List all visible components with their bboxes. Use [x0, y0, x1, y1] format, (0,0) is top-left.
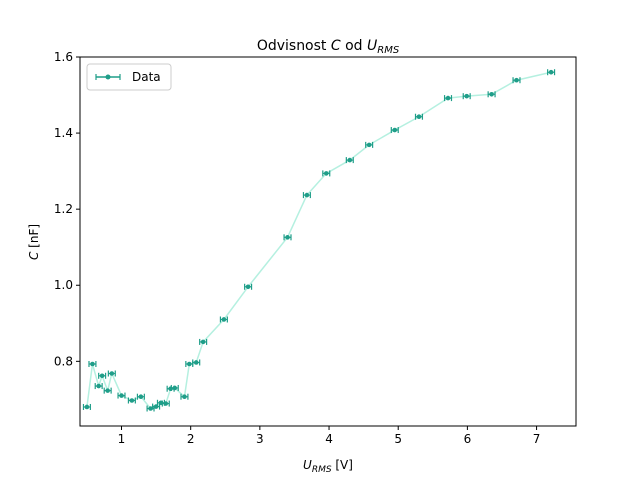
x-tick-label: 4: [325, 432, 333, 446]
point-marker: [245, 284, 251, 290]
data-point: [127, 397, 136, 404]
y-tick-label: 1.6: [54, 50, 73, 64]
point-marker: [489, 91, 494, 97]
point-marker: [84, 404, 90, 410]
point-marker: [168, 386, 173, 392]
point-marker: [304, 192, 310, 198]
data-point: [161, 400, 170, 407]
y-tick-label: 1.2: [54, 202, 73, 216]
legend: Data: [86, 63, 172, 91]
legend-label-data: Data: [132, 70, 161, 84]
point-marker: [109, 371, 115, 376]
data-point: [199, 338, 208, 345]
data-point: [94, 383, 103, 390]
point-marker: [182, 394, 187, 400]
x-tick-label: 2: [187, 432, 195, 446]
x-tick-label: 5: [394, 432, 402, 446]
point-marker: [416, 114, 422, 120]
x-axis-label: URMS [V]: [303, 458, 353, 475]
point-marker: [392, 127, 398, 133]
y-tick-label: 1.0: [54, 278, 73, 292]
y-tick-label: 1.4: [54, 126, 73, 140]
data-point: [547, 69, 556, 76]
y-tick-label: 0.8: [54, 354, 73, 368]
data-point: [88, 360, 97, 367]
point-marker: [285, 235, 290, 240]
point-marker: [105, 388, 110, 393]
point-marker: [172, 385, 178, 391]
chart-title: Odvisnost C od URMS: [257, 38, 400, 56]
data-point: [136, 393, 145, 400]
data-point: [487, 91, 496, 98]
point-marker: [96, 383, 101, 389]
data-point: [462, 93, 471, 100]
data-point: [390, 127, 399, 134]
data-point: [98, 372, 107, 379]
data-point: [244, 283, 253, 290]
point-marker: [138, 394, 144, 400]
x-tick-label: 6: [464, 432, 472, 446]
point-marker: [163, 401, 169, 406]
series-data: [82, 69, 556, 412]
point-marker: [445, 95, 451, 101]
data-point: [107, 370, 116, 377]
legend-marker: [95, 74, 121, 80]
x-tick-label: 1: [118, 432, 126, 446]
x-tick-label: 7: [533, 432, 541, 446]
point-marker: [366, 142, 372, 148]
data-point: [512, 77, 521, 84]
x-axis-ticks: 1 2 3 4 5 6 7: [118, 426, 541, 446]
data-point: [103, 387, 112, 394]
data-point: [345, 157, 354, 164]
point-marker: [193, 360, 199, 365]
point-marker: [119, 393, 124, 398]
y-axis-ticks: 0.8 1.0 1.2 1.4 1.6: [54, 50, 80, 368]
point-marker: [323, 171, 329, 176]
axes-frame: [79, 56, 577, 427]
data-point: [443, 95, 453, 102]
point-marker: [464, 93, 470, 99]
legend-box: [86, 63, 172, 91]
data-point: [414, 113, 424, 120]
data-point: [82, 403, 91, 410]
data-point: [180, 393, 189, 400]
point-marker: [548, 69, 554, 75]
point-marker: [99, 373, 105, 379]
data-point: [117, 392, 126, 399]
point-marker: [148, 406, 153, 411]
point-marker: [221, 317, 227, 322]
data-point: [192, 359, 201, 366]
point-marker: [90, 361, 95, 367]
point-marker: [186, 361, 192, 367]
point-marker: [347, 157, 353, 163]
y-axis-label: C [nF]: [27, 224, 41, 260]
data-point: [365, 141, 374, 148]
data-point: [283, 234, 292, 241]
legend-point: [105, 74, 111, 80]
data-point: [170, 384, 179, 391]
point-marker: [514, 77, 519, 83]
data-point: [146, 405, 155, 412]
data-point: [322, 170, 331, 177]
data-point: [302, 192, 311, 199]
point-marker: [200, 339, 206, 345]
data-point: [219, 316, 228, 323]
x-tick-label: 3: [256, 432, 264, 446]
point-marker: [129, 398, 135, 403]
